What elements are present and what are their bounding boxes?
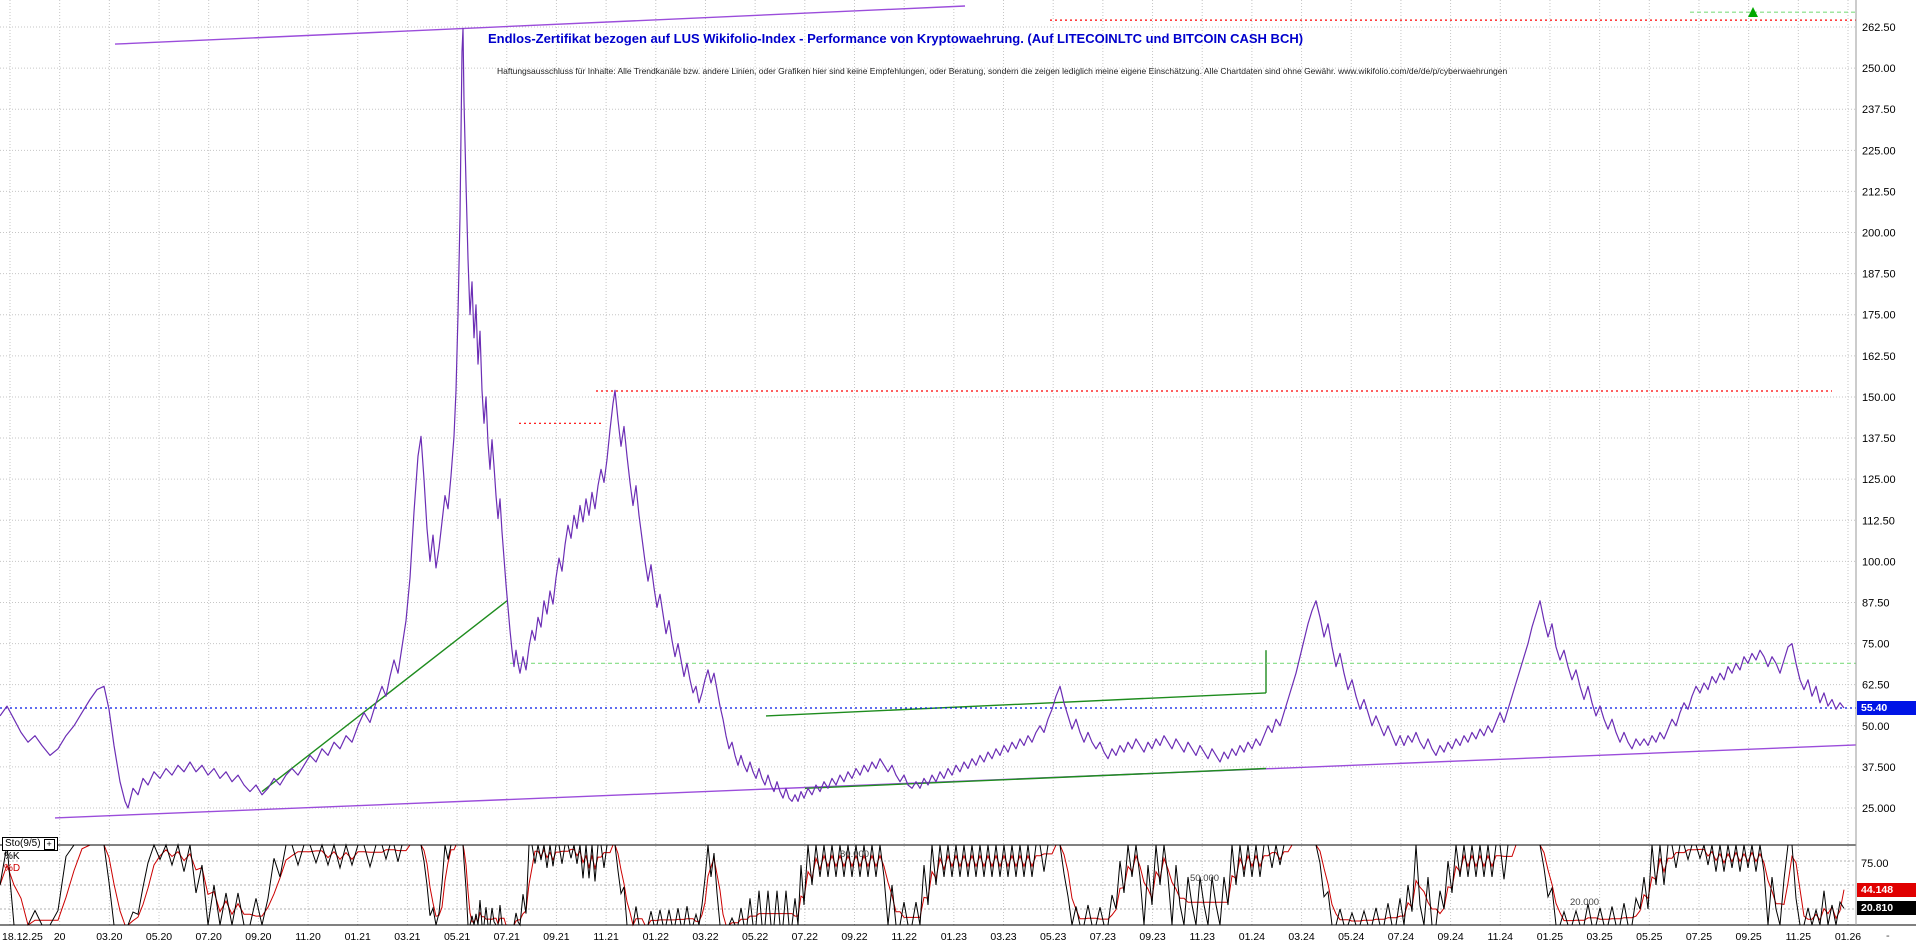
x-axis-label: 11.23 [1189,931,1215,943]
x-axis-label: 07.23 [1090,931,1116,943]
stoch-scale-label: 75.00 [1861,858,1889,870]
x-axis-label: 11.22 [891,931,917,943]
x-axis-label: 01.22 [643,931,669,943]
y-axis-label: 225.00 [1862,145,1896,157]
x-axis-label: 07.20 [196,931,222,943]
x-axis-label: 01.26 [1835,931,1861,943]
x-axis-label: 05.21 [444,931,470,943]
x-axis-label: 03.20 [96,931,122,943]
x-axis-label: 05.25 [1636,931,1662,943]
x-axis-label: 07.22 [792,931,818,943]
y-axis-label: 150.00 [1862,392,1896,404]
y-axis-label: 262.50 [1862,22,1896,34]
chart-disclaimer: Haftungsausschluss für Inhalte: Alle Tre… [497,66,1508,76]
x-axis-label: 18.12.25 [2,931,43,943]
x-axis-label: 05.23 [1040,931,1066,943]
x-axis-label: 09.20 [245,931,271,943]
x-axis-label: 09.23 [1139,931,1165,943]
y-axis-label: 137.50 [1862,433,1896,445]
x-axis-label: 03.22 [692,931,718,943]
x-axis-label: 09.24 [1437,931,1463,943]
y-axis-label: 212.50 [1862,186,1896,198]
y-axis-label: 50.00 [1862,721,1890,733]
x-axis-label: 07.24 [1388,931,1414,943]
x-axis-label: 03.21 [394,931,420,943]
y-axis-label: 87.50 [1862,597,1890,609]
y-axis-label: 175.00 [1862,310,1896,322]
stoch-level-label: 50.000 [1190,873,1219,884]
y-axis-label: 162.50 [1862,351,1896,363]
x-axis-label: 07.21 [494,931,520,943]
y-axis-label: 237.50 [1862,104,1896,116]
price-line [0,28,1845,809]
x-axis-label: 09.25 [1736,931,1762,943]
y-axis-label: 75.00 [1862,639,1890,651]
x-axis-label: 03.23 [990,931,1016,943]
green-uptrend-2020 [261,600,508,793]
x-axis-label: 09.22 [841,931,867,943]
expand-icon[interactable]: + [43,838,55,850]
up-arrow-icon [1748,7,1758,17]
stoch-k-value-tag: 20.810 [1857,901,1916,915]
axis-end-dash: - [1886,930,1890,942]
chart-title: Endlos-Zertifikat bezogen auf LUS Wikifo… [488,31,1304,46]
stoch-d-label: %D [4,863,21,874]
x-axis-label: 11.24 [1488,931,1514,943]
x-axis-label: 05.20 [146,931,172,943]
x-axis-label: 20 [54,931,66,943]
y-axis-label: 37.500 [1862,762,1896,774]
stoch-level-label: 20.000 [1570,897,1599,908]
x-axis-label: 01.21 [345,931,371,943]
y-axis-label: 200.00 [1862,228,1896,240]
y-axis-label: 62.50 [1862,680,1890,692]
indicator-header: Sto(9/5) + [2,837,58,851]
y-axis-label: 25.000 [1862,803,1896,815]
x-axis-label: 03.25 [1586,931,1612,943]
x-axis-label: 09.21 [543,931,569,943]
x-axis-label: 07.25 [1686,931,1712,943]
stoch-level-label: 80.000 [840,849,869,860]
x-axis-label: 03.24 [1288,931,1314,943]
green-mid-lower-trendline [804,767,1267,789]
stoch-k-label: %K [4,851,20,862]
y-axis-label: 187.50 [1862,269,1896,281]
y-axis-label: 125.00 [1862,474,1896,486]
y-axis-label: 250.00 [1862,63,1896,75]
x-axis-label: 01.25 [1537,931,1563,943]
y-axis-label: 112.50 [1862,515,1895,527]
chart-plot-area[interactable] [0,0,1856,925]
x-axis-label: 05.22 [742,931,768,943]
current-price-tag: 55.40 [1857,701,1916,715]
y-axis-label: 100.00 [1862,556,1896,568]
stoch-d-value-tag: 44.148 [1857,883,1916,897]
x-axis-label: 11.25 [1786,931,1812,943]
indicator-name-label: Sto(9/5) [5,838,41,849]
upper-violet-trendline [114,5,966,45]
x-axis-label: 11.21 [593,931,619,943]
x-axis-label: 01.23 [941,931,967,943]
green-mid-upper-trendline [765,692,1267,717]
x-axis-label: 01.24 [1239,931,1265,943]
x-axis-label: 05.24 [1338,931,1364,943]
x-axis-label: 11.20 [295,931,321,943]
